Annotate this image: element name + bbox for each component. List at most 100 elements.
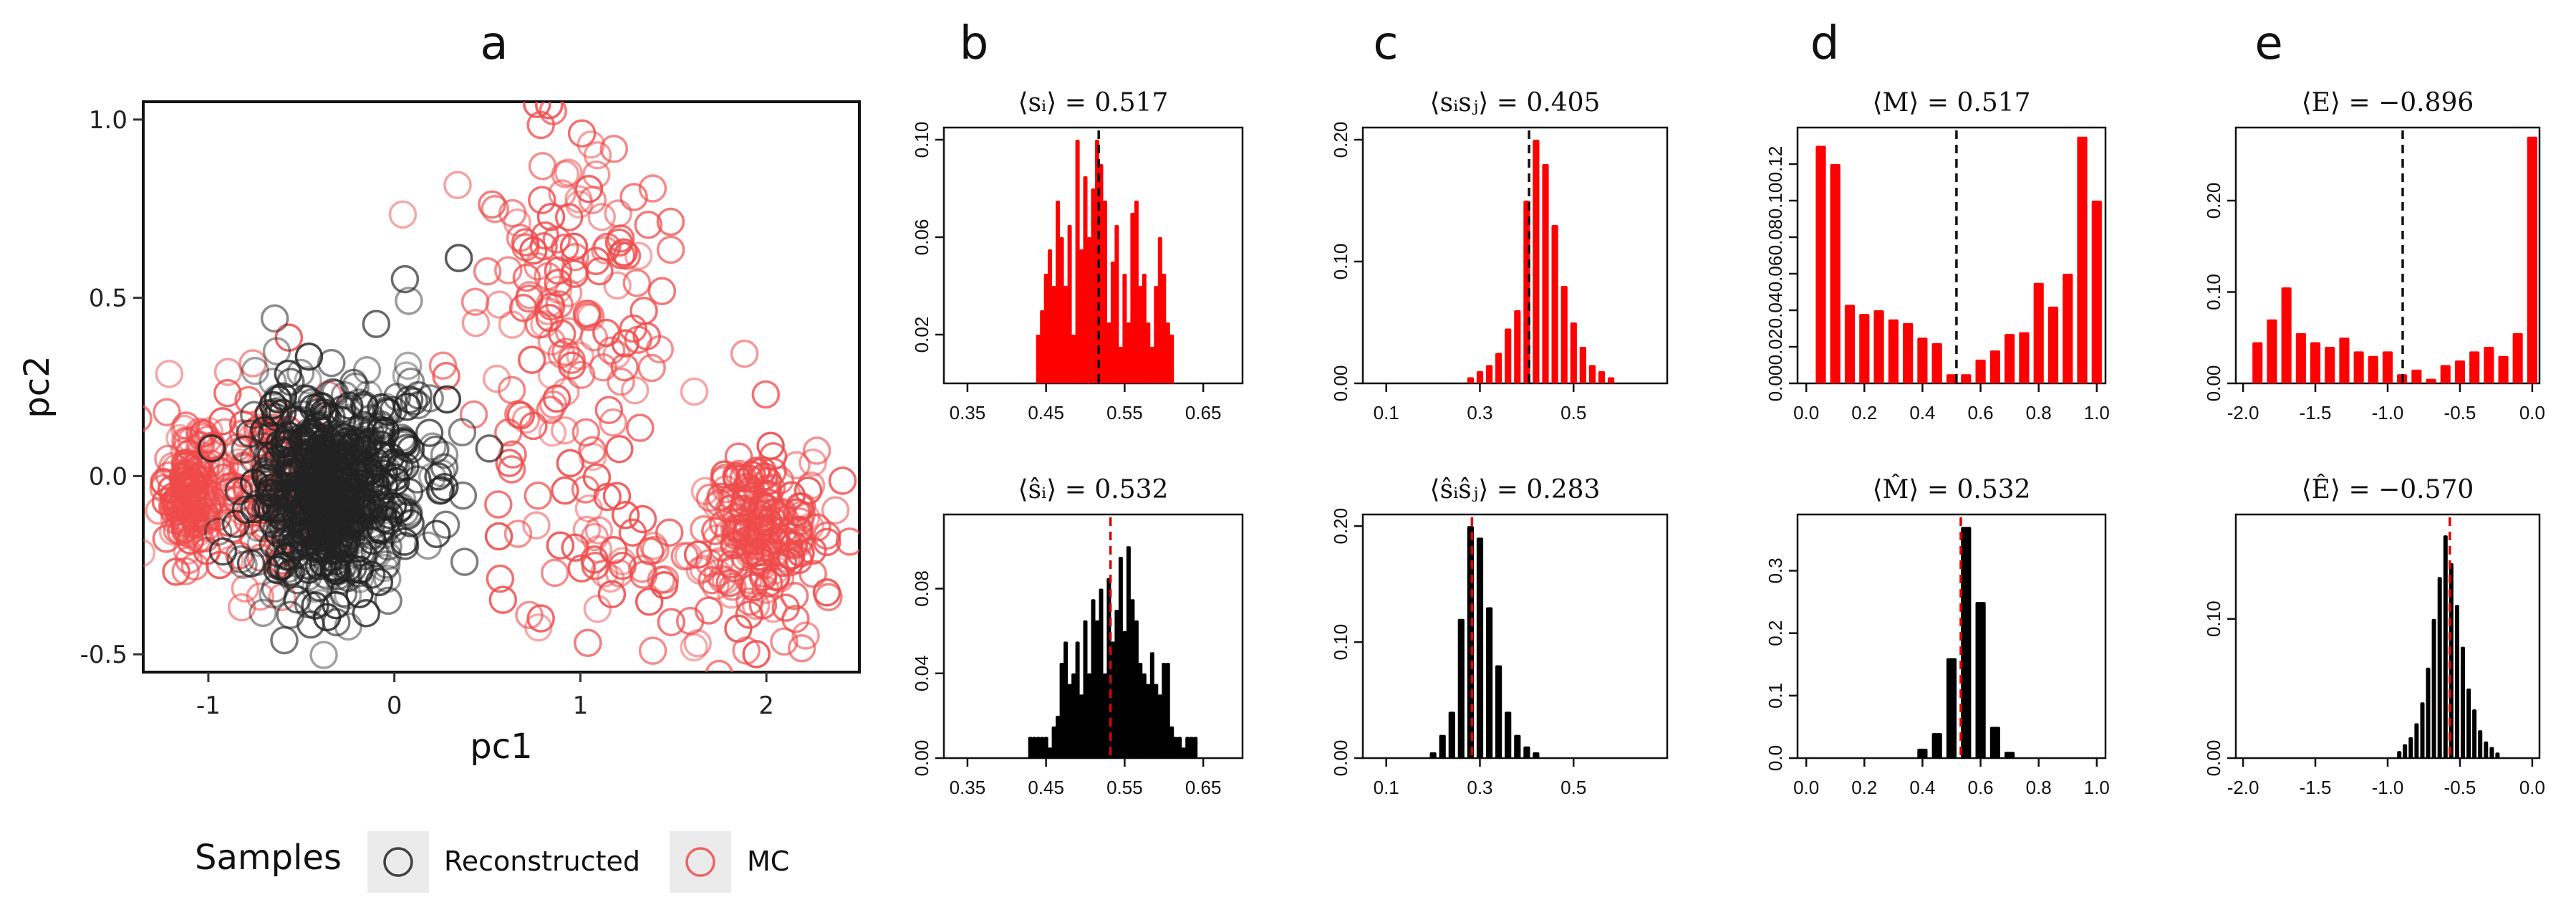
- x-tick-label: 2: [758, 691, 774, 720]
- y-tick-label: 0.12: [1765, 146, 1786, 183]
- scatter-point-mc: [213, 358, 243, 386]
- histogram-bar: [1598, 371, 1606, 383]
- histogram-bar: [1169, 726, 1174, 758]
- scatter-point-reconstructed: [270, 449, 299, 478]
- y-tick-label: -0.5: [80, 641, 127, 669]
- legend: Samples Reconstructed MC: [195, 831, 789, 893]
- histogram-bar: [1169, 335, 1174, 383]
- histogram-bar: [1154, 286, 1159, 383]
- y-tick-label: 0.06: [911, 219, 932, 256]
- scatter-point-mc: [828, 466, 857, 495]
- legend-marker: [685, 847, 715, 877]
- scatter-point-mc: [626, 413, 655, 442]
- scatter-point-mc: [519, 411, 548, 441]
- scatter-point-mc: [503, 208, 532, 237]
- scatter-point-mc: [741, 591, 771, 621]
- histogram-bar: [2339, 337, 2350, 384]
- scatter-point-mc: [690, 515, 718, 544]
- scatter-point-mc: [172, 411, 201, 440]
- scatter-point-reconstructed: [373, 542, 402, 570]
- histogram-bar: [1043, 274, 1048, 383]
- scatter-point-mc: [557, 351, 587, 380]
- scatter-point-reconstructed: [475, 434, 504, 463]
- scatter-point-mc: [582, 160, 611, 189]
- histogram-bar: [1056, 715, 1061, 758]
- y-tick-label: 0.02: [911, 317, 932, 353]
- histogram-bar: [2420, 702, 2425, 758]
- scatter-point-mc: [584, 516, 614, 545]
- histogram-bar: [1043, 737, 1048, 758]
- y-tick-label: 0.02: [1765, 329, 1786, 365]
- histogram-bar: [2091, 201, 2102, 383]
- histogram-bar: [1903, 322, 1914, 383]
- scatter-point-reconstructed: [337, 508, 365, 537]
- scatter-point-reconstructed: [326, 453, 354, 482]
- scatter-point-mc: [537, 327, 566, 356]
- panel-c-top: c ⟨sᵢsⱼ⟩ = 0.405 0.1 0.3 0.5 0.00 0.10 0.20: [1330, 17, 1669, 423]
- panel-a: a -1 0 1 2 -0.5 0.0 0.5 1.0 pc1 pc2 Samples Reconstr…: [17, 17, 861, 893]
- scatter-point-mc: [635, 587, 664, 616]
- scatter-point-reconstructed: [249, 598, 277, 628]
- scatter-point-reconstructed: [362, 310, 391, 338]
- scatter-point-mc: [486, 564, 515, 593]
- scatter-point-reconstructed: [259, 530, 288, 559]
- scatter-point-mc: [607, 368, 635, 396]
- scatter-point-mc: [484, 490, 513, 519]
- histogram-bar: [1067, 225, 1072, 383]
- x-tick-label: 0.0: [1793, 402, 1819, 423]
- histogram-bar: [2252, 342, 2263, 383]
- histogram-bar: [2047, 306, 2059, 383]
- scatter-point-mc: [185, 463, 214, 492]
- scatter-point-mc: [192, 503, 221, 532]
- scatter-point-mc: [518, 345, 546, 374]
- scatter-point-reconstructed: [372, 550, 401, 579]
- x-tick-label: -1.0: [2372, 402, 2404, 423]
- scatter-point-mc: [758, 594, 788, 623]
- scatter-point-mc: [211, 453, 240, 482]
- histogram-bar: [1975, 602, 1986, 758]
- scatter-point-reconstructed: [365, 466, 395, 496]
- scatter-point-reconstructed: [283, 585, 312, 614]
- y-tick-label: 0.3: [1765, 557, 1786, 583]
- panel-b-top: b ⟨sᵢ⟩ = 0.517 0.35 0.45 0.55 0.65 0.02 0.06 0.1…: [911, 17, 1244, 423]
- histogram-bar: [1095, 620, 1099, 758]
- scatter-point-reconstructed: [284, 480, 314, 509]
- scatter-point-mc: [599, 536, 628, 565]
- scatter-point-mc: [638, 174, 667, 203]
- x-tick-label: 0.0: [2519, 402, 2545, 423]
- y-tick-label: 0.0: [89, 462, 127, 491]
- scatter-point-mc: [594, 396, 624, 424]
- scatter-point-reconstructed: [208, 537, 238, 566]
- scatter-point-mc: [761, 555, 791, 585]
- legend-key: [367, 831, 429, 893]
- scatter-point-reconstructed: [325, 524, 354, 552]
- scatter-point-mc: [566, 341, 594, 370]
- scatter-point-mc: [599, 135, 629, 163]
- x-tick-label: 0.8: [2026, 777, 2052, 798]
- scatter-point-mc: [579, 323, 609, 352]
- histogram-bar: [1091, 599, 1096, 758]
- plot-frame: [1361, 513, 1669, 760]
- scatter-point-reconstructed: [450, 547, 479, 576]
- histogram-bar: [1439, 734, 1446, 758]
- histogram-bar: [1570, 322, 1577, 383]
- scatter-point-reconstructed: [395, 498, 423, 527]
- scatter-point-mc: [603, 271, 632, 300]
- x-tick-label: 0.35: [950, 777, 986, 798]
- histogram-bar: [1551, 225, 1558, 383]
- y-tick-label: 0.04: [911, 655, 932, 691]
- scatter-point-reconstructed: [307, 503, 336, 532]
- histogram-bar: [1091, 188, 1096, 383]
- scatter-point-mc: [730, 497, 758, 526]
- scatter-point-reconstructed: [262, 337, 291, 365]
- scatter-point-mc: [578, 436, 607, 465]
- scatter-point-mc: [574, 628, 602, 658]
- histogram-bar: [1051, 286, 1056, 383]
- histogram-bar: [2403, 744, 2408, 758]
- histogram-bar: [1961, 527, 1972, 758]
- scatter-point-mc: [551, 337, 580, 366]
- plot-frame: [2234, 513, 2541, 760]
- scatter-point-mc: [802, 436, 831, 465]
- histogram-bar: [2295, 332, 2306, 383]
